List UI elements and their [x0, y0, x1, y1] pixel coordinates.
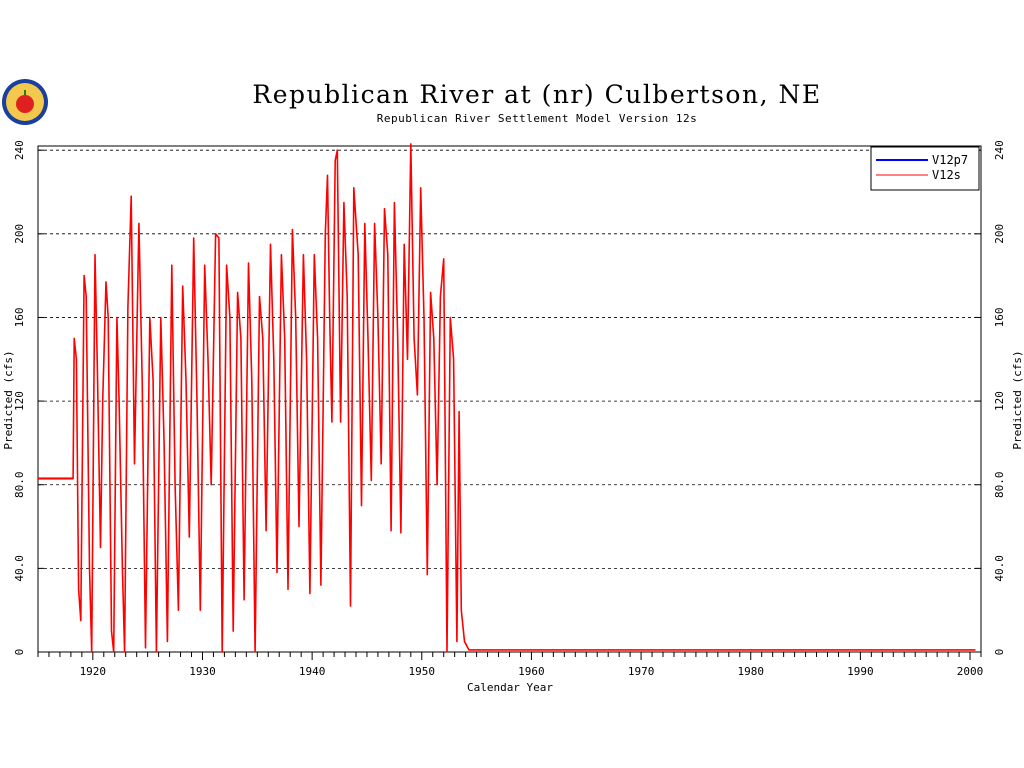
y-axis-label-left: Predicted (cfs) [2, 350, 15, 449]
y-tick-label-left-5: 200 [13, 224, 26, 244]
legend-label-v12p7: V12p7 [932, 153, 968, 167]
y-tick-label-right-4: 160 [993, 308, 1006, 328]
x-tick-label-1: 1930 [189, 665, 216, 678]
y-tick-label-left-6: 240 [13, 140, 26, 160]
legend-label-v12s: V12s [932, 168, 961, 182]
x-tick-label-7: 1990 [847, 665, 874, 678]
logo-icon [2, 79, 48, 125]
y-tick-label-right-6: 240 [993, 140, 1006, 160]
x-tick-label-4: 1960 [518, 665, 545, 678]
y-tick-label-left-3: 120 [13, 391, 26, 411]
y-tick-label-left-0: 0 [13, 649, 26, 656]
y-tick-label-left-1: 40.0 [13, 555, 26, 582]
x-tick-label-8: 2000 [957, 665, 984, 678]
x-tick-label-5: 1970 [628, 665, 655, 678]
y-tick-label-right-5: 200 [993, 224, 1006, 244]
y-tick-label-right-0: 0 [993, 649, 1006, 656]
y-tick-label-right-1: 40.0 [993, 555, 1006, 582]
x-tick-label-6: 1980 [737, 665, 764, 678]
chart-subtitle: Republican River Settlement Model Versio… [377, 112, 698, 125]
x-tick-label-2: 1940 [299, 665, 326, 678]
y-axis-label-right: Predicted (cfs) [1011, 350, 1024, 449]
chart-title: Republican River at (nr) Culbertson, NE [252, 80, 821, 109]
y-tick-label-right-3: 120 [993, 391, 1006, 411]
legend: V12p7 V12s [870, 146, 980, 191]
y-tick-label-left-2: 80.0 [13, 471, 26, 498]
y-tick-label-left-4: 160 [13, 308, 26, 328]
x-tick-label-3: 1950 [409, 665, 436, 678]
axes: 0 0 40.0 40.0 80.0 80.0 120 120 160 160 200 200 240 2… [13, 140, 1006, 678]
legend-box [870, 146, 980, 191]
series-layer [38, 143, 976, 653]
series-line-v12s [38, 143, 976, 653]
x-axis-label: Calendar Year [467, 681, 553, 694]
y-tick-label-right-2: 80.0 [993, 471, 1006, 498]
x-tick-label-0: 1920 [80, 665, 107, 678]
